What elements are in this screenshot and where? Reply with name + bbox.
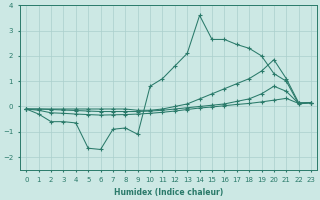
X-axis label: Humidex (Indice chaleur): Humidex (Indice chaleur) xyxy=(114,188,223,197)
